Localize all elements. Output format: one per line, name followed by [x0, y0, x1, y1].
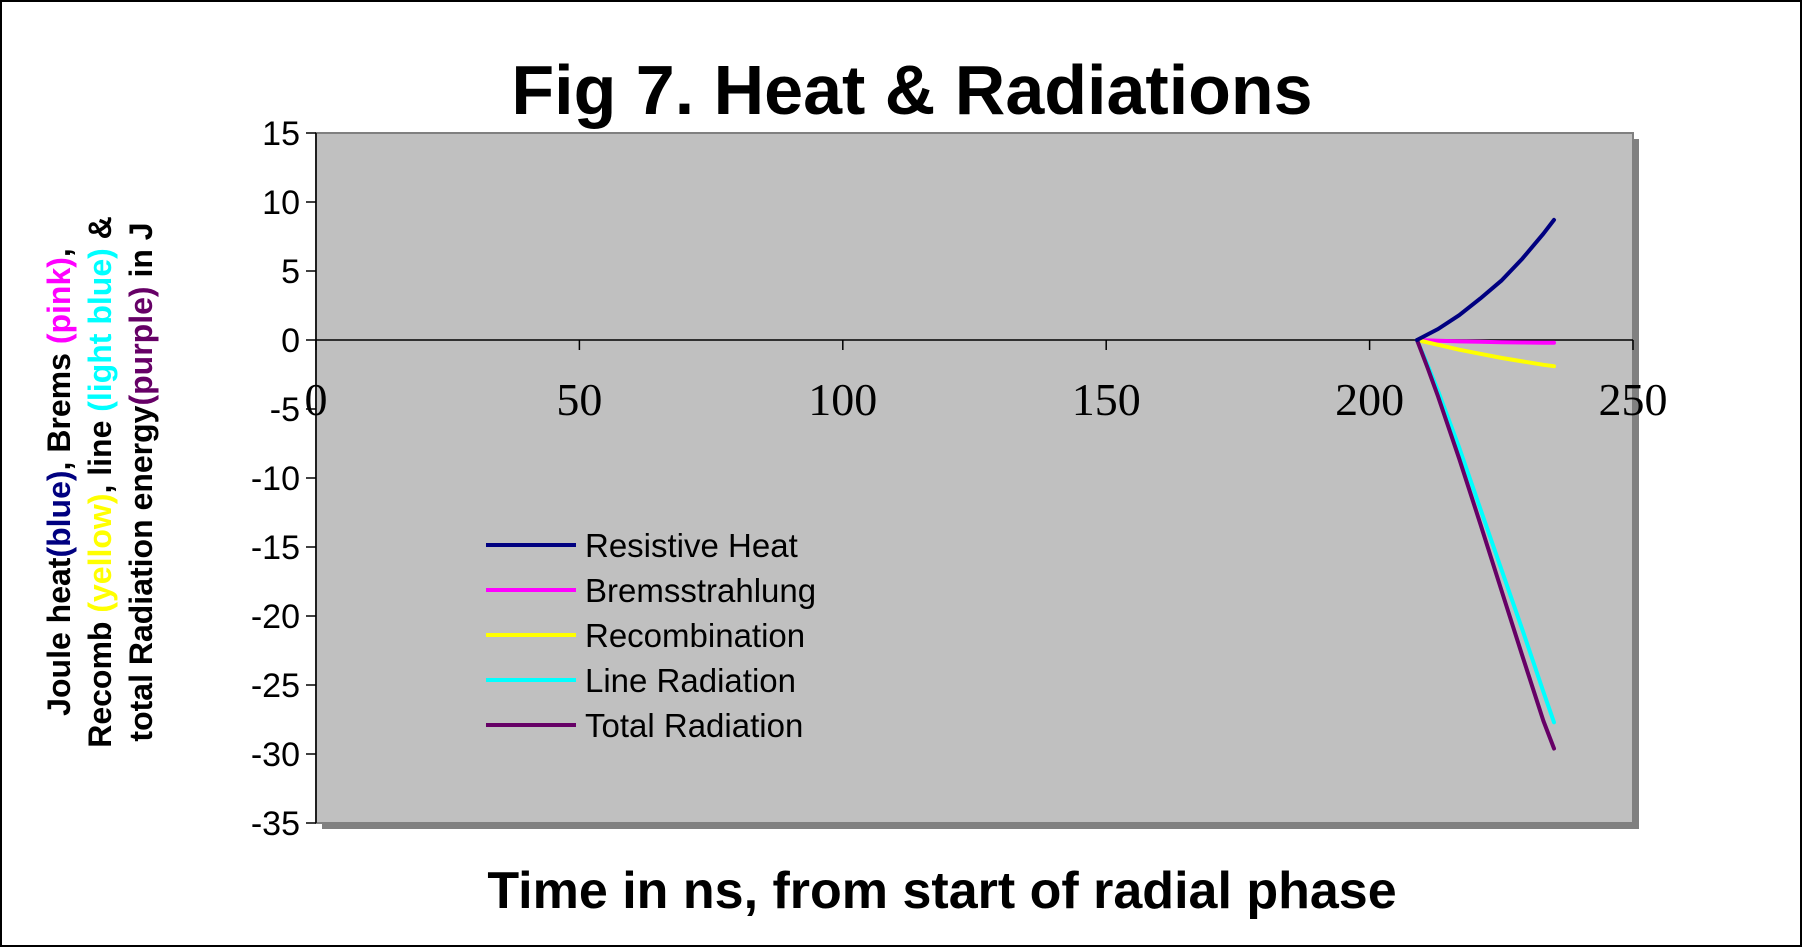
x-axis-label: Time in ns, from start of radial phase — [487, 862, 1396, 920]
y-axis-label-segment: Recomb — [82, 613, 118, 748]
y-tick-label: -30 — [251, 736, 300, 774]
y-tick-label: 15 — [262, 115, 300, 153]
x-tick-label: 50 — [556, 374, 602, 425]
y-tick-label: -5 — [270, 391, 300, 429]
y-axis-label-segment: , line — [82, 412, 118, 494]
y-tick-label: -20 — [251, 598, 300, 636]
y-tick-label: -35 — [251, 805, 300, 843]
series-line-recombination — [1415, 338, 1556, 369]
x-axis: 0 50 100 150 200 250 — [305, 339, 1668, 425]
x-tick-label: 250 — [1599, 374, 1668, 425]
series-line-total-radiation — [1415, 338, 1556, 751]
y-axis-label-segment: (purple) — [123, 286, 159, 405]
y-axis-label-line: Recomb (yellow), line (light blue) & — [82, 216, 118, 748]
x-tick-label: 0 — [305, 374, 328, 425]
y-tick-label: 10 — [262, 184, 300, 222]
y-axis-label-segment: in J — [123, 222, 159, 286]
y-axis-label-line: Joule heat(blue), Brems (pink), — [41, 248, 77, 716]
y-axis-label-segment: , Brems — [41, 344, 77, 470]
series-line-resistive-heat — [1415, 217, 1556, 342]
y-axis-label: Joule heat(blue), Brems (pink),Recomb (y… — [41, 216, 159, 748]
x-tick-label: 150 — [1072, 374, 1141, 425]
y-axis-label-segment: total Radiation energy — [123, 405, 159, 741]
y-tick-label: -10 — [251, 460, 300, 498]
legend-label: Recombination — [585, 617, 805, 654]
legend-label: Total Radiation — [585, 707, 803, 744]
y-axis-label-segment: & — [82, 216, 118, 248]
legend-label: Line Radiation — [585, 662, 796, 699]
y-axis-label-segment: , — [41, 248, 77, 257]
x-tick-label: 200 — [1335, 374, 1404, 425]
y-tick-label: -15 — [251, 529, 300, 567]
y-tick-label: -25 — [251, 667, 300, 705]
y-tick-label: 0 — [281, 322, 300, 360]
plot-area — [315, 132, 1634, 824]
y-axis-label-segment: (light blue) — [82, 248, 118, 412]
legend: Resistive Heat Bremsstrahlung Recombinatio… — [486, 527, 816, 744]
y-axis-label-segment: (yellow) — [82, 494, 118, 613]
legend-label: Resistive Heat — [585, 527, 798, 564]
y-axis: 15 10 5 0 -5 -10 -15 -20 -25 -30 -35 — [251, 115, 317, 843]
y-axis-label-line: total Radiation energy(purple) in J — [123, 222, 159, 741]
x-tick-label: 100 — [808, 374, 877, 425]
y-axis-label-segment: Joule heat — [41, 557, 77, 716]
chart-title: Fig 7. Heat & Radiations — [511, 51, 1312, 129]
series-lines — [1415, 217, 1556, 751]
y-axis-label-segment: (pink) — [41, 257, 77, 344]
y-axis-label-segment: (blue) — [41, 470, 77, 557]
legend-label: Bremsstrahlung — [585, 572, 816, 609]
y-tick-label: 5 — [281, 253, 300, 291]
series-line-bremsstrahlung — [1415, 338, 1556, 345]
